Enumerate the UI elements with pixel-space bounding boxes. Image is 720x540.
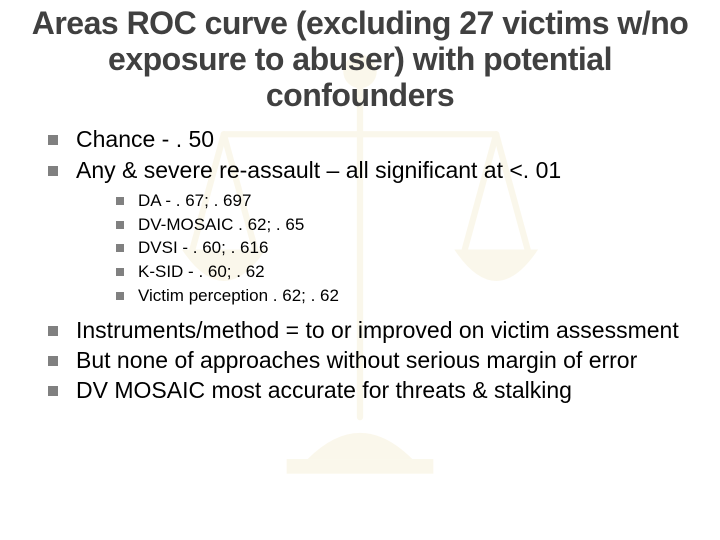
list-item: Any & severe re-assault – all significan…	[48, 156, 696, 309]
bullet-text: K-SID - . 60; . 62	[138, 262, 265, 281]
list-item: DVSI - . 60; . 616	[116, 237, 696, 260]
list-item: K-SID - . 60; . 62	[116, 261, 696, 284]
slide: Areas ROC curve (excluding 27 victims w/…	[0, 0, 720, 540]
bullet-text: Victim perception . 62; . 62	[138, 286, 339, 305]
bullet-text: Any & severe re-assault – all significan…	[76, 157, 561, 183]
slide-title: Areas ROC curve (excluding 27 victims w/…	[24, 6, 696, 113]
bullet-text: DV-MOSAIC . 62; . 65	[138, 215, 304, 234]
bullet-text: Instruments/method = to or improved on v…	[76, 317, 679, 343]
list-item: Victim perception . 62; . 62	[116, 285, 696, 308]
list-item: DV MOSAIC most accurate for threats & st…	[48, 376, 696, 404]
bullet-text: DVSI - . 60; . 616	[138, 238, 268, 257]
list-item: DA - . 67; . 697	[116, 190, 696, 213]
list-item: But none of approaches without serious m…	[48, 346, 696, 374]
list-item: DV-MOSAIC . 62; . 65	[116, 214, 696, 237]
bullet-text: DA - . 67; . 697	[138, 191, 251, 210]
bullet-list: Chance - . 50 Any & severe re-assault – …	[48, 125, 696, 404]
list-item: Chance - . 50	[48, 125, 696, 153]
slide-content: Areas ROC curve (excluding 27 victims w/…	[0, 0, 720, 404]
bullet-text: But none of approaches without serious m…	[76, 347, 637, 373]
bullet-text: DV MOSAIC most accurate for threats & st…	[76, 377, 572, 403]
list-item: Instruments/method = to or improved on v…	[48, 316, 696, 344]
sub-list: DA - . 67; . 697 DV-MOSAIC . 62; . 65 DV…	[116, 190, 696, 309]
bullet-text: Chance - . 50	[76, 126, 214, 152]
